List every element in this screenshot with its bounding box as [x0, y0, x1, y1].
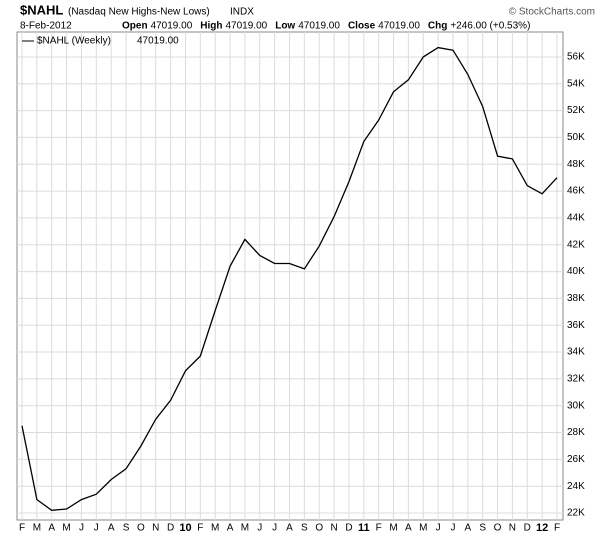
quote-value: 47019.00 — [298, 21, 340, 32]
quote-label: High — [200, 21, 222, 32]
source: © StockCharts.com — [509, 7, 595, 18]
y-tick-label: 46K — [567, 186, 585, 197]
y-tick-label: 22K — [567, 508, 585, 519]
y-tick-label: 34K — [567, 347, 585, 358]
x-tick-label: D — [345, 523, 352, 534]
quote-value: +246.00 (+0.53%) — [450, 21, 530, 32]
y-tick-label: 44K — [567, 213, 585, 224]
x-tick-label: J — [450, 523, 455, 534]
y-tick-label: 42K — [567, 239, 585, 250]
y-tick-label: 50K — [567, 132, 585, 143]
quote-value: 47019.00 — [226, 21, 268, 32]
x-tick-label: F — [376, 523, 382, 534]
x-tick-label: M — [389, 523, 397, 534]
x-tick-label: O — [315, 523, 323, 534]
x-tick-label: O — [137, 523, 145, 534]
x-tick-label: 12 — [536, 522, 548, 534]
x-tick-label: J — [436, 523, 441, 534]
x-tick-label: A — [108, 523, 115, 534]
x-tick-label: M — [211, 523, 219, 534]
y-tick-label: 24K — [567, 481, 585, 492]
symbol: $NAHL — [20, 2, 63, 17]
legend-label: $NAHL (Weekly) — [37, 36, 111, 47]
x-tick-label: D — [524, 523, 531, 534]
x-tick-label: A — [48, 523, 55, 534]
x-tick-label: O — [494, 523, 502, 534]
quote-value: 47019.00 — [151, 21, 193, 32]
quote-value: 47019.00 — [378, 21, 420, 32]
y-tick-label: 52K — [567, 105, 585, 116]
x-tick-label: M — [419, 523, 427, 534]
description: (Nasdaq New Highs-New Lows) — [68, 7, 210, 18]
line — [21, 46, 558, 511]
x-tick-label: J — [94, 523, 99, 534]
x-tick-label: A — [464, 523, 471, 534]
y-tick-label: 36K — [567, 320, 585, 331]
quote-label: Low — [275, 21, 295, 32]
quote-label: Chg — [428, 21, 447, 32]
y-tick-label: 28K — [567, 427, 585, 438]
y-tick-label: 32K — [567, 374, 585, 385]
date: 8-Feb-2012 — [20, 21, 72, 32]
quote-label: Open — [122, 21, 148, 32]
x-tick-label: 10 — [179, 522, 191, 534]
x-tick-label: 11 — [358, 522, 370, 534]
y-tick-label: 56K — [567, 52, 585, 63]
x-tick-label: S — [301, 523, 308, 534]
x-tick-label: M — [33, 523, 41, 534]
y-tick-label: 30K — [567, 400, 585, 411]
x-tick-label: S — [479, 523, 486, 534]
y-tick-label: 26K — [567, 454, 585, 465]
x-tick-label: N — [152, 523, 159, 534]
x-tick-label: F — [197, 523, 203, 534]
y-tick-label: 40K — [567, 266, 585, 277]
x-tick-label: A — [286, 523, 293, 534]
x-tick-label: M — [241, 523, 249, 534]
x-tick-label: J — [257, 523, 262, 534]
x-tick-label: A — [405, 523, 412, 534]
x-tick-label: S — [123, 523, 130, 534]
y-tick-label: 38K — [567, 293, 585, 304]
quote-label: Close — [348, 21, 376, 32]
x-tick-label: M — [62, 523, 70, 534]
quote: Open 47019.00 High 47019.00 Low 47019.00 Close… — [122, 21, 530, 32]
x-tick-label: N — [330, 523, 337, 534]
x-tick-label: A — [227, 523, 234, 534]
legend-value: 47019.00 — [137, 36, 179, 47]
x-tick-label: F — [19, 523, 25, 534]
y-tick-label: 54K — [567, 78, 585, 89]
x-tick-label: J — [272, 523, 277, 534]
grid — [17, 32, 563, 520]
x-tick-label: J — [79, 523, 84, 534]
x-tick-label: D — [167, 523, 174, 534]
x-tick-label: N — [509, 523, 516, 534]
x-tick-label: F — [554, 523, 560, 534]
y-tick-label: 48K — [567, 159, 585, 170]
exchange: INDX — [230, 7, 254, 18]
